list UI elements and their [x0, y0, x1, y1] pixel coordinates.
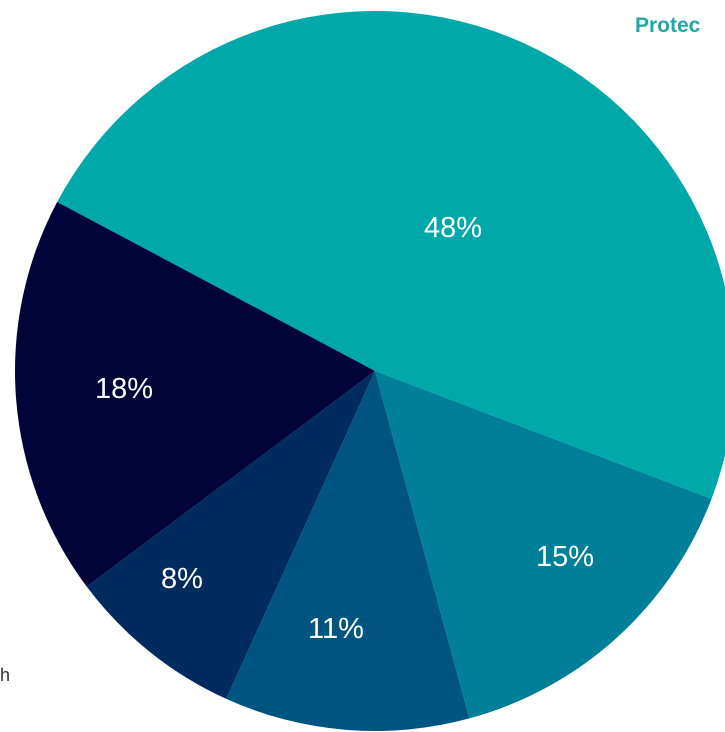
pie-slice-3 — [226, 371, 470, 732]
slice-label-1: 48% — [424, 212, 482, 244]
pie-labels: 48% 15% 11% 8% 18% — [95, 212, 594, 645]
slice-label-4: 8% — [161, 563, 203, 595]
pie-slice-2 — [375, 371, 712, 719]
side-text-fragment: h — [0, 665, 11, 685]
pie-slices — [15, 11, 725, 732]
pie-slice-4 — [86, 371, 376, 699]
pie-slice-5 — [15, 201, 375, 587]
slice-label-3: 11% — [308, 613, 364, 645]
chart-title-fragment: Protec — [635, 14, 701, 37]
slice-label-5: 18% — [95, 373, 153, 405]
pie-slice-1 — [57, 11, 725, 499]
slice-label-2: 15% — [536, 541, 594, 573]
